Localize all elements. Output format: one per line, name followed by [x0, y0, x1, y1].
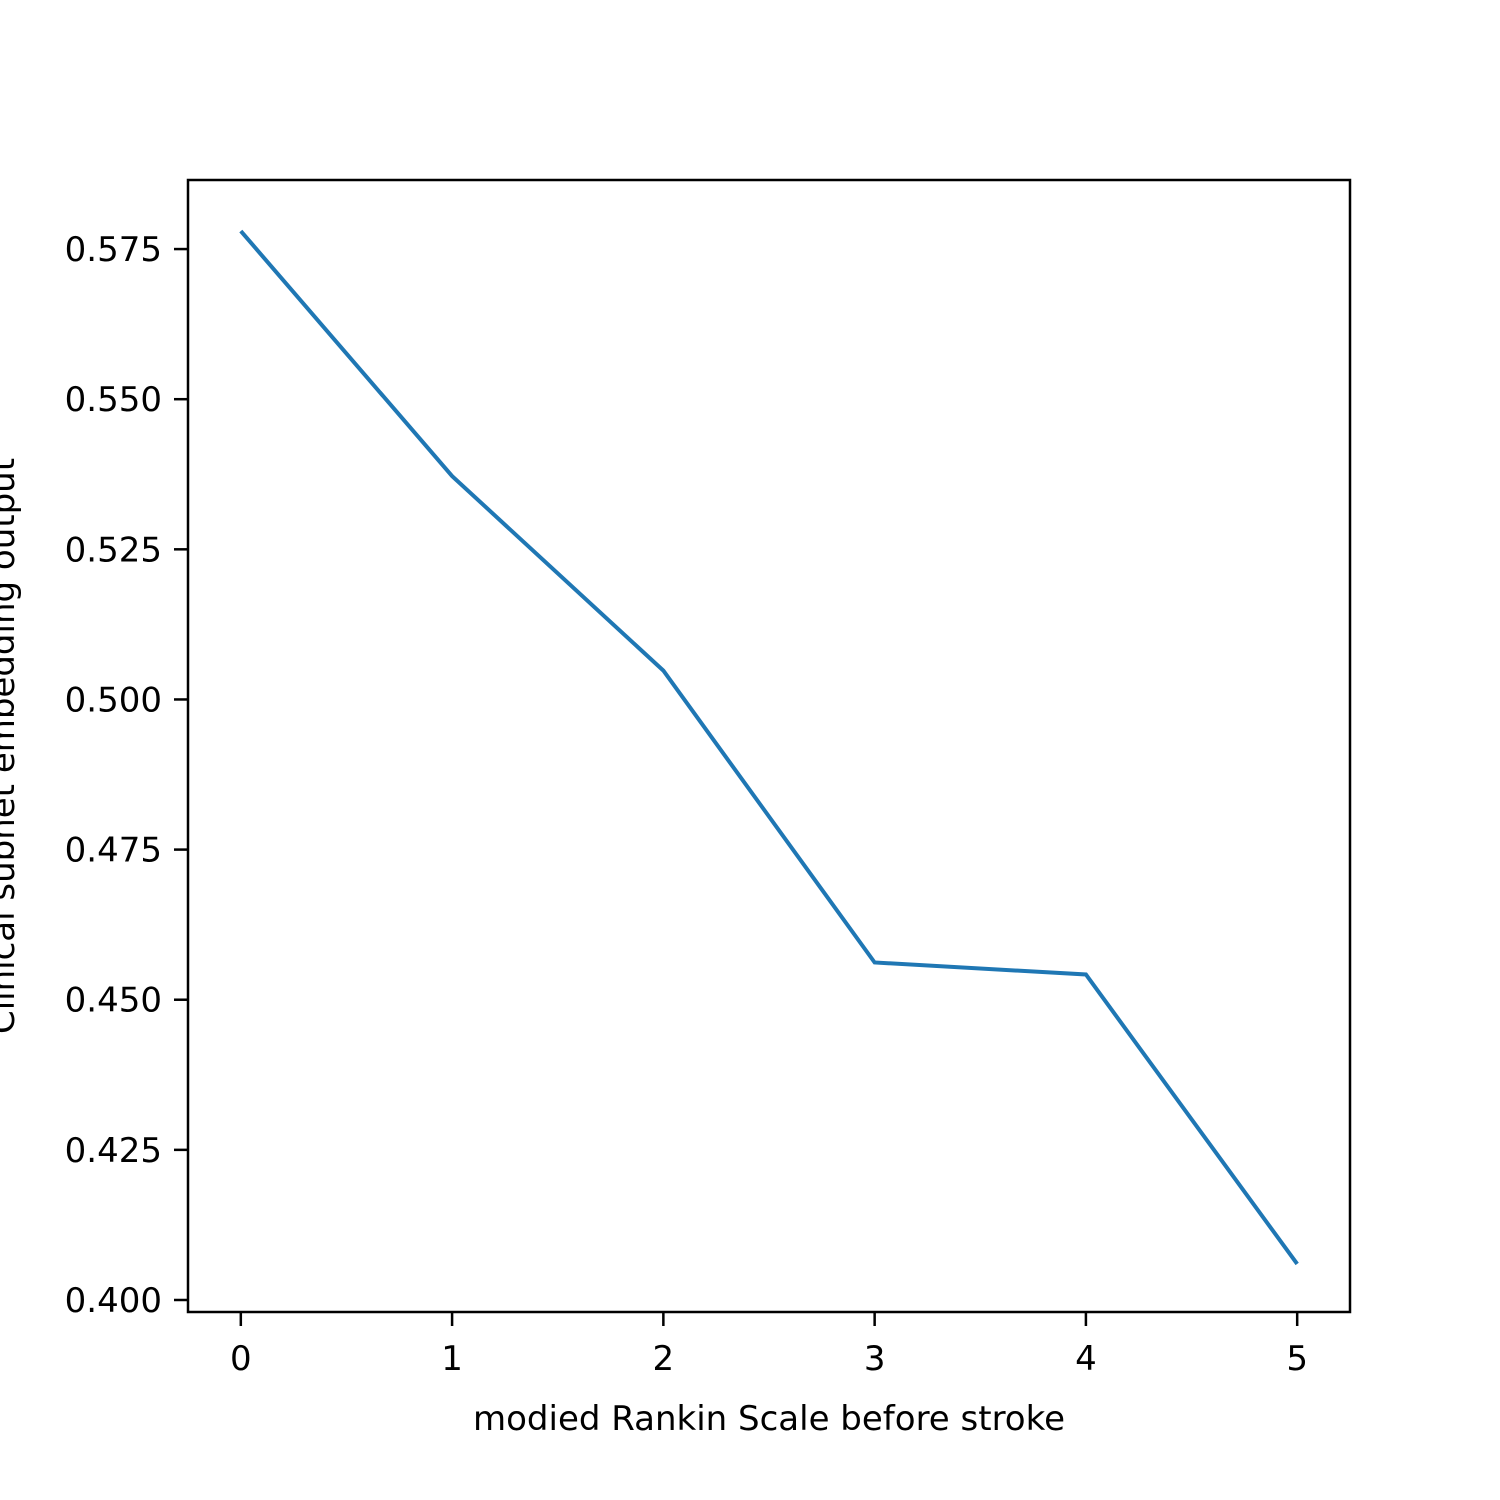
x-tick-label: 3	[864, 1339, 886, 1379]
y-tick-label: 0.475	[65, 831, 162, 871]
x-tick-label: 0	[230, 1339, 252, 1379]
series-layer	[239, 229, 1299, 1266]
x-tick-label: 5	[1286, 1339, 1308, 1379]
y-tick-label: 0.425	[65, 1131, 162, 1171]
y-tick-label: 0.575	[65, 230, 162, 270]
y-axis-label: Clinical subnet embedding output	[0, 458, 23, 1034]
x-tick-label: 2	[653, 1339, 675, 1379]
y-tick-label: 0.500	[65, 680, 162, 720]
x-tick-label: 1	[441, 1339, 463, 1379]
y-axis-ticks: 0.400 0.425 0.450 0.475 0.500 0.525 0.550 0.575	[65, 230, 188, 1321]
x-axis-ticks: 0 1 2 3 4 5	[230, 1312, 1308, 1379]
x-axis-label: modied Rankin Scale before stroke	[473, 1399, 1065, 1439]
y-tick-label: 0.400	[65, 1281, 162, 1321]
plot-frame	[186, 178, 1352, 1314]
y-tick-label: 0.550	[65, 380, 162, 420]
series-line-0	[239, 229, 1299, 1266]
x-tick-label: 4	[1075, 1339, 1097, 1379]
y-tick-label: 0.525	[65, 530, 162, 570]
y-tick-label: 0.450	[65, 981, 162, 1021]
